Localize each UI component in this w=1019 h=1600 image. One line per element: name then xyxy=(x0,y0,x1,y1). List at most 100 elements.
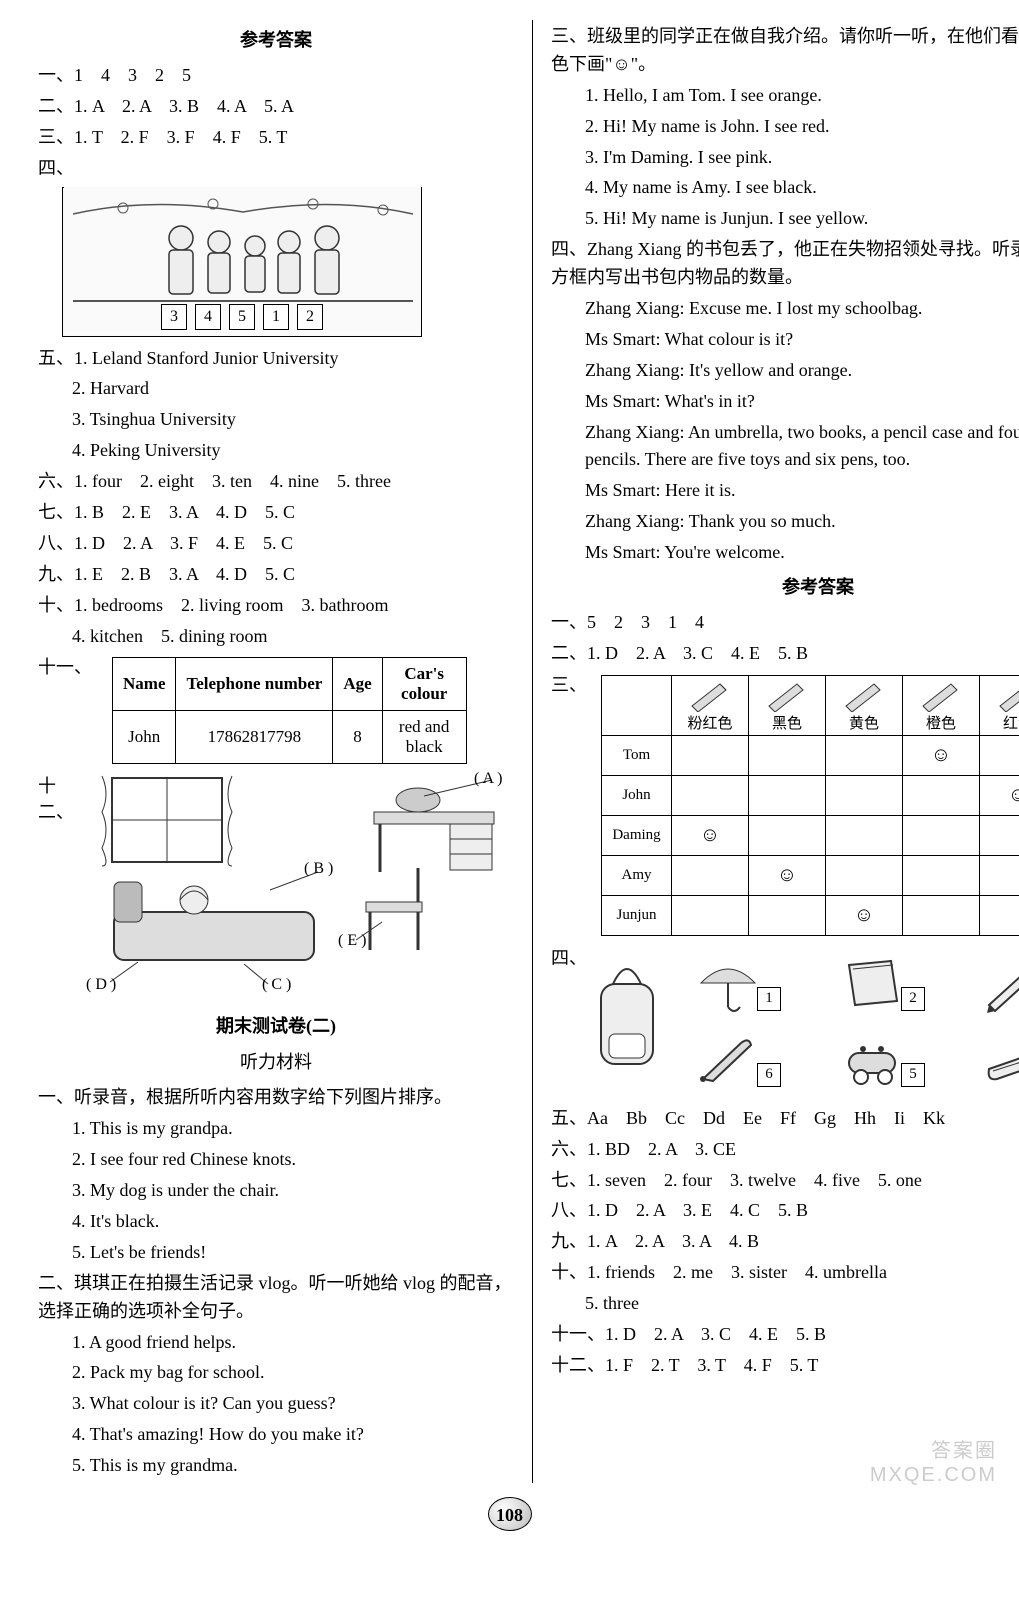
cell: ☺ xyxy=(980,775,1019,815)
q4-label: 四、 xyxy=(38,155,514,183)
th-age: Age xyxy=(333,658,382,711)
sec2-sub: 听力材料 xyxy=(38,1048,514,1074)
ans-title: 参考答案 xyxy=(551,573,1019,599)
cell xyxy=(903,815,980,855)
smile-icon: ☺ xyxy=(931,744,951,766)
a10b: 5. three xyxy=(551,1290,1019,1318)
toy-car-icon xyxy=(837,1031,907,1091)
cell: ☺ xyxy=(826,895,903,935)
pencil-icon xyxy=(981,955,1019,1015)
umbrella-icon xyxy=(693,955,763,1015)
row-John: John xyxy=(602,775,672,815)
q5-3: 3. Tsinghua University xyxy=(38,406,514,434)
book-icon xyxy=(837,955,907,1015)
p2-head: 二、琪琪正在拍摄生活记录 vlog。听一听她给 vlog 的配音，选择正确的选项… xyxy=(38,1270,514,1326)
d7: Zhang Xiang: Thank you so much. xyxy=(551,508,1019,536)
bedroom-scene-icon xyxy=(94,772,514,992)
lblE: ( E ) xyxy=(338,932,366,950)
q2: 二、1. A 2. A 3. B 4. A 5. A xyxy=(38,93,514,121)
td-tel: 17862817798 xyxy=(176,711,333,764)
q4-box-2: 4 xyxy=(195,304,221,330)
cell xyxy=(903,855,980,895)
p2-2: 2. Pack my bag for school. xyxy=(38,1359,514,1387)
q5-2: 2. Harvard xyxy=(38,375,514,403)
q10a: 十、1. bedrooms 2. living room 3. bathroom xyxy=(38,592,514,620)
p2-4: 4. That's amazing! How do you make it? xyxy=(38,1421,514,1449)
td-car: red and black xyxy=(382,711,466,764)
cell xyxy=(903,895,980,935)
cell xyxy=(826,775,903,815)
crayon-icon xyxy=(917,678,965,712)
cell xyxy=(749,735,826,775)
th-tel: Telephone number xyxy=(176,658,333,711)
row-Amy: Amy xyxy=(602,855,672,895)
a6: 六、1. BD 2. A 3. CE xyxy=(551,1136,1019,1164)
p3-2: 2. Hi! My name is John. I see red. xyxy=(551,113,1019,141)
d8: Ms Smart: You're welcome. xyxy=(551,539,1019,567)
p2-3: 3. What colour is it? Can you guess? xyxy=(38,1390,514,1418)
cell: ☺ xyxy=(903,735,980,775)
td-age: 8 xyxy=(333,711,382,764)
d2: Ms Smart: What colour is it? xyxy=(551,326,1019,354)
a5: 五、Aa Bb Cc Dd Ee Ff Gg Hh Ii Kk xyxy=(551,1105,1019,1133)
q8: 八、1. D 2. A 3. F 4. E 5. C xyxy=(38,530,514,558)
a10a: 十、1. friends 2. me 3. sister 4. umbrella xyxy=(551,1259,1019,1287)
smile-icon: ☺ xyxy=(777,864,797,886)
p2-1: 1. A good friend helps. xyxy=(38,1329,514,1357)
cell xyxy=(980,895,1019,935)
q10b: 4. kitchen 5. dining room xyxy=(38,623,514,651)
a9: 九、1. A 2. A 3. A 4. B xyxy=(551,1228,1019,1256)
q1: 一、1 4 3 2 5 xyxy=(38,62,514,90)
crayon-icon xyxy=(686,678,734,712)
pen-icon xyxy=(693,1031,763,1091)
p3-5: 5. Hi! My name is Junjun. I see yellow. xyxy=(551,205,1019,233)
cell xyxy=(672,855,749,895)
d5: Zhang Xiang: An umbrella, two books, a p… xyxy=(551,419,1019,475)
watermark: 答案圈 MXQE.COM xyxy=(870,1439,997,1487)
crayon-icon xyxy=(994,678,1019,712)
td-name: John xyxy=(113,711,176,764)
a4-label: 四、 xyxy=(551,944,587,970)
cell: ☺ xyxy=(749,855,826,895)
q12-label: 十二、 xyxy=(38,772,74,824)
q6: 六、1. four 2. eight 3. ten 4. nine 5. thr… xyxy=(38,468,514,496)
q4-box-4: 1 xyxy=(263,304,289,330)
a11: 十一、1. D 2. A 3. C 4. E 5. B xyxy=(551,1321,1019,1349)
q4-figure: 3 4 5 1 2 xyxy=(62,187,422,337)
page-root: 参考答案 一、1 4 3 2 5 二、1. A 2. A 3. B 4. A 5… xyxy=(0,0,1019,1493)
right-column: 三、班级里的同学正在做自我介绍。请你听一听，在他们看到的颜色下画"☺"。 1. … xyxy=(533,20,1019,1483)
lblA: ( A ) xyxy=(474,770,502,788)
cell xyxy=(826,735,903,775)
row-Daming: Daming xyxy=(602,815,672,855)
cell: ☺ xyxy=(672,815,749,855)
cell xyxy=(749,895,826,935)
a3-grid: 粉红色 黑色 黄色 橙色 红色 Tom☺John☺Daming☺Amy☺Junj… xyxy=(601,675,1019,936)
lblC: ( C ) xyxy=(262,976,291,994)
cell xyxy=(980,735,1019,775)
smile-icon: ☺ xyxy=(1008,784,1019,806)
q9: 九、1. E 2. B 3. A 4. D 5. C xyxy=(38,561,514,589)
row-Tom: Tom xyxy=(602,735,672,775)
cell xyxy=(749,815,826,855)
row-Junjun: Junjun xyxy=(602,895,672,935)
q3: 三、1. T 2. F 3. F 4. F 5. T xyxy=(38,124,514,152)
p2-5: 5. This is my grandma. xyxy=(38,1452,514,1480)
p3-head: 三、班级里的同学正在做自我介绍。请你听一听，在他们看到的颜色下画"☺"。 xyxy=(551,23,1019,79)
p4-head: 四、Zhang Xiang 的书包丢了，他正在失物招领处寻找。听录音，在方框内写… xyxy=(551,236,1019,292)
q5-1: 五、1. Leland Stanford Junior University xyxy=(38,345,514,373)
smile-icon: ☺ xyxy=(854,904,874,926)
a2: 二、1. D 2. A 3. C 4. E 5. B xyxy=(551,640,1019,668)
d3: Zhang Xiang: It's yellow and orange. xyxy=(551,357,1019,385)
q4-box-3: 5 xyxy=(229,304,255,330)
cell xyxy=(980,855,1019,895)
a12: 十二、1. F 2. T 3. T 4. F 5. T xyxy=(551,1352,1019,1380)
p3-3: 3. I'm Daming. I see pink. xyxy=(551,144,1019,172)
left-column: 参考答案 一、1 4 3 2 5 二、1. A 2. A 3. B 4. A 5… xyxy=(30,20,533,1483)
q11-table: Name Telephone number Age Car's colour J… xyxy=(112,657,467,764)
cell xyxy=(826,815,903,855)
p1-2: 2. I see four red Chinese knots. xyxy=(38,1146,514,1174)
p1-1: 1. This is my grandpa. xyxy=(38,1115,514,1143)
q4-box-5: 2 xyxy=(297,304,323,330)
cell xyxy=(672,895,749,935)
cell xyxy=(980,815,1019,855)
